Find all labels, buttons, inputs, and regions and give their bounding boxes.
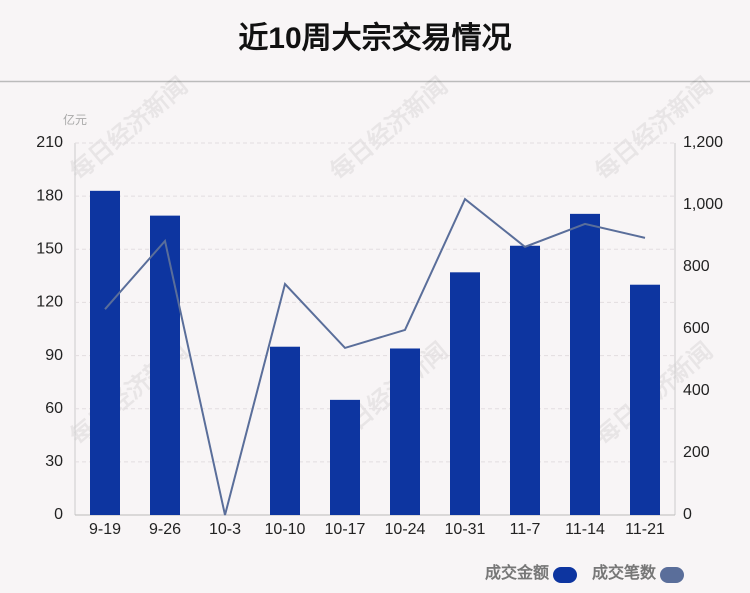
bar — [630, 284, 660, 515]
bar — [270, 346, 300, 515]
y-unit: 亿元 — [63, 112, 87, 127]
y-tick-label: 30 — [45, 453, 63, 470]
legend-label: 成交金额 — [485, 563, 549, 582]
bar — [570, 213, 600, 515]
y2-tick-label: 1,000 — [683, 196, 723, 213]
y-tick-label: 120 — [36, 294, 63, 311]
x-tick-label: 10-10 — [265, 521, 306, 538]
y2-tick-label: 400 — [683, 382, 710, 399]
x-tick-label: 9-19 — [89, 521, 121, 538]
x-tick-label: 10-31 — [445, 521, 486, 538]
y-tick-label: 150 — [36, 241, 63, 258]
x-tick-label: 10-17 — [325, 521, 366, 538]
y2-tick-label: 600 — [683, 320, 710, 337]
x-tick-label: 10-3 — [209, 521, 241, 538]
bar — [510, 245, 540, 515]
y-tick-label: 60 — [45, 400, 63, 417]
legend-swatch — [553, 567, 577, 583]
y-tick-label: 210 — [36, 134, 63, 151]
legend-swatch — [660, 567, 684, 583]
y2-tick-label: 200 — [683, 444, 710, 461]
x-tick-label: 11-14 — [565, 521, 605, 538]
y-tick-label: 180 — [36, 187, 63, 204]
y-tick-label: 90 — [45, 347, 63, 364]
x-tick-label: 9-26 — [149, 521, 181, 538]
x-tick-label: 11-7 — [510, 521, 541, 538]
y2-tick-label: 800 — [683, 258, 710, 275]
bar — [90, 190, 120, 516]
bar — [330, 399, 360, 515]
bar — [150, 215, 180, 515]
bar — [450, 272, 480, 515]
x-tick-label: 10-24 — [385, 521, 426, 538]
bar — [390, 348, 420, 515]
y2-tick-label: 0 — [683, 506, 692, 523]
legend-label: 成交笔数 — [592, 563, 657, 582]
chart-title: 近10周大宗交易情况 — [238, 21, 511, 55]
x-tick-label: 11-21 — [625, 521, 665, 538]
line — [104, 197, 646, 516]
y2-tick-label: 1,200 — [683, 134, 723, 151]
y-tick-label: 0 — [54, 506, 63, 523]
